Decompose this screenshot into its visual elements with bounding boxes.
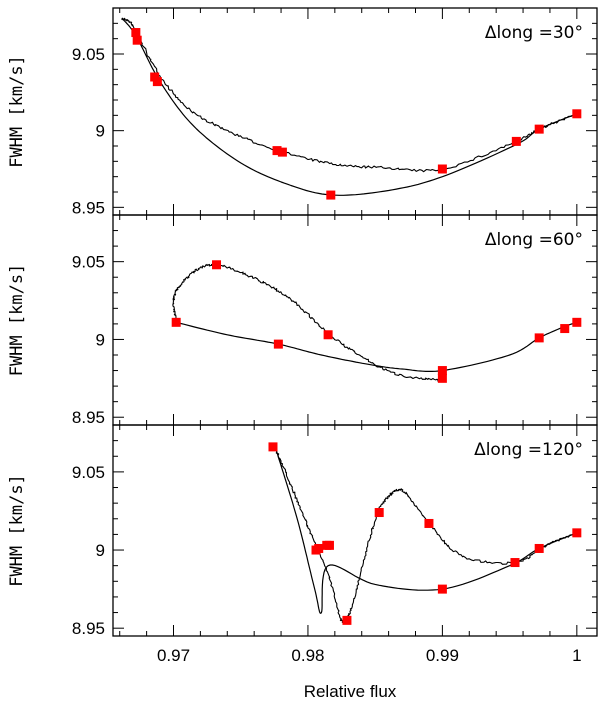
- data-marker: [272, 146, 282, 156]
- series-line-branch-a: [121, 17, 578, 173]
- data-marker: [268, 442, 278, 452]
- y-tick-label: 8.95: [72, 619, 105, 638]
- data-marker: [510, 558, 520, 568]
- y-tick-label: 9: [96, 541, 105, 560]
- data-marker: [534, 333, 544, 343]
- data-marker: [437, 366, 447, 376]
- panel-delta-long-30: 8.95 9 9.05 FWHM [km/s] Δlong =30°: [7, 7, 598, 217]
- x-tick-label: 1: [572, 646, 581, 665]
- y-axis-label: FWHM [km/s]: [7, 55, 27, 168]
- data-marker: [437, 373, 447, 383]
- series-line-loop-upper: [172, 263, 444, 382]
- x-axis-label: Relative flux: [304, 682, 397, 701]
- x-tick-label: 0.97: [157, 646, 190, 665]
- data-marker: [342, 615, 352, 625]
- data-marker: [326, 190, 336, 200]
- data-marker: [171, 317, 181, 327]
- y-tick-label: 9.05: [72, 45, 105, 64]
- y-axis-label: FWHM [km/s]: [7, 264, 27, 377]
- data-marker: [424, 518, 434, 528]
- y-tick-label: 8.95: [72, 408, 105, 427]
- panel-delta-long-120: 0.97 0.98 0.99 1 8.95 9 9.05 FWHM [km/s] Δlong =…: [7, 424, 598, 665]
- series-line-branch-b: [121, 18, 578, 196]
- data-marker: [511, 136, 521, 146]
- data-marker: [374, 508, 384, 518]
- panel-title: Δlong =60°: [485, 230, 583, 250]
- data-marker: [132, 35, 142, 45]
- data-marker: [534, 124, 544, 134]
- panel-title: Δlong =120°: [474, 440, 583, 460]
- data-marker: [314, 543, 324, 553]
- data-marker: [324, 540, 334, 550]
- data-marker: [212, 260, 222, 270]
- data-marker: [323, 330, 333, 340]
- series-line-loop-lower: [176, 321, 578, 372]
- y-tick-label: 9.05: [72, 253, 105, 272]
- data-marker: [572, 317, 582, 327]
- data-marker: [437, 164, 447, 174]
- series-line-branch-b: [275, 448, 578, 614]
- data-marker: [534, 543, 544, 553]
- data-marker: [131, 28, 141, 38]
- y-tick-label: 8.95: [72, 198, 105, 217]
- data-marker: [273, 339, 283, 349]
- data-marker: [277, 147, 287, 157]
- data-marker: [560, 324, 570, 334]
- data-marker: [152, 77, 162, 87]
- data-marker: [572, 109, 582, 119]
- series-line-branch-a: [275, 447, 578, 624]
- y-axis-label: FWHM [km/s]: [7, 474, 27, 587]
- x-tick-label: 0.98: [291, 646, 324, 665]
- panel-title: Δlong =30°: [485, 23, 583, 43]
- panel-delta-long-60: 8.95 9 9.05 FWHM [km/s] Δlong =60°: [7, 214, 598, 427]
- y-tick-label: 9: [96, 122, 105, 141]
- plot-frame: [112, 424, 598, 637]
- data-marker: [437, 584, 447, 594]
- y-tick-label: 9: [96, 330, 105, 349]
- y-tick-label: 9.05: [72, 463, 105, 482]
- data-marker: [150, 72, 160, 82]
- x-tick-label: 0.99: [426, 646, 459, 665]
- data-marker: [572, 528, 582, 538]
